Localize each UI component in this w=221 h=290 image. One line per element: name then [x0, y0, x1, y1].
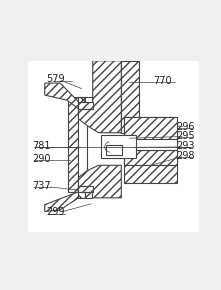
Text: 298: 298	[176, 151, 194, 161]
Polygon shape	[124, 150, 177, 165]
Polygon shape	[78, 61, 121, 133]
Polygon shape	[45, 192, 78, 211]
Text: 296: 296	[176, 122, 194, 132]
Polygon shape	[78, 165, 121, 198]
Text: 737: 737	[32, 181, 51, 191]
Polygon shape	[85, 192, 92, 198]
Polygon shape	[101, 135, 135, 158]
Text: 293: 293	[176, 141, 194, 151]
Polygon shape	[124, 165, 177, 183]
Polygon shape	[121, 61, 139, 133]
Polygon shape	[85, 97, 92, 102]
Polygon shape	[106, 145, 122, 155]
Polygon shape	[45, 83, 78, 109]
Polygon shape	[78, 102, 93, 109]
Text: 295: 295	[176, 131, 194, 141]
Text: 290: 290	[32, 154, 51, 164]
Polygon shape	[28, 61, 199, 232]
Polygon shape	[78, 97, 87, 192]
Polygon shape	[124, 139, 177, 150]
Polygon shape	[78, 186, 93, 192]
Text: 299: 299	[46, 207, 64, 218]
Polygon shape	[78, 192, 85, 198]
Polygon shape	[68, 97, 78, 192]
Text: 770: 770	[154, 76, 172, 86]
Text: 579: 579	[47, 74, 65, 84]
Text: 781: 781	[32, 141, 51, 151]
Polygon shape	[124, 117, 177, 165]
Polygon shape	[124, 117, 177, 139]
Polygon shape	[78, 97, 85, 102]
